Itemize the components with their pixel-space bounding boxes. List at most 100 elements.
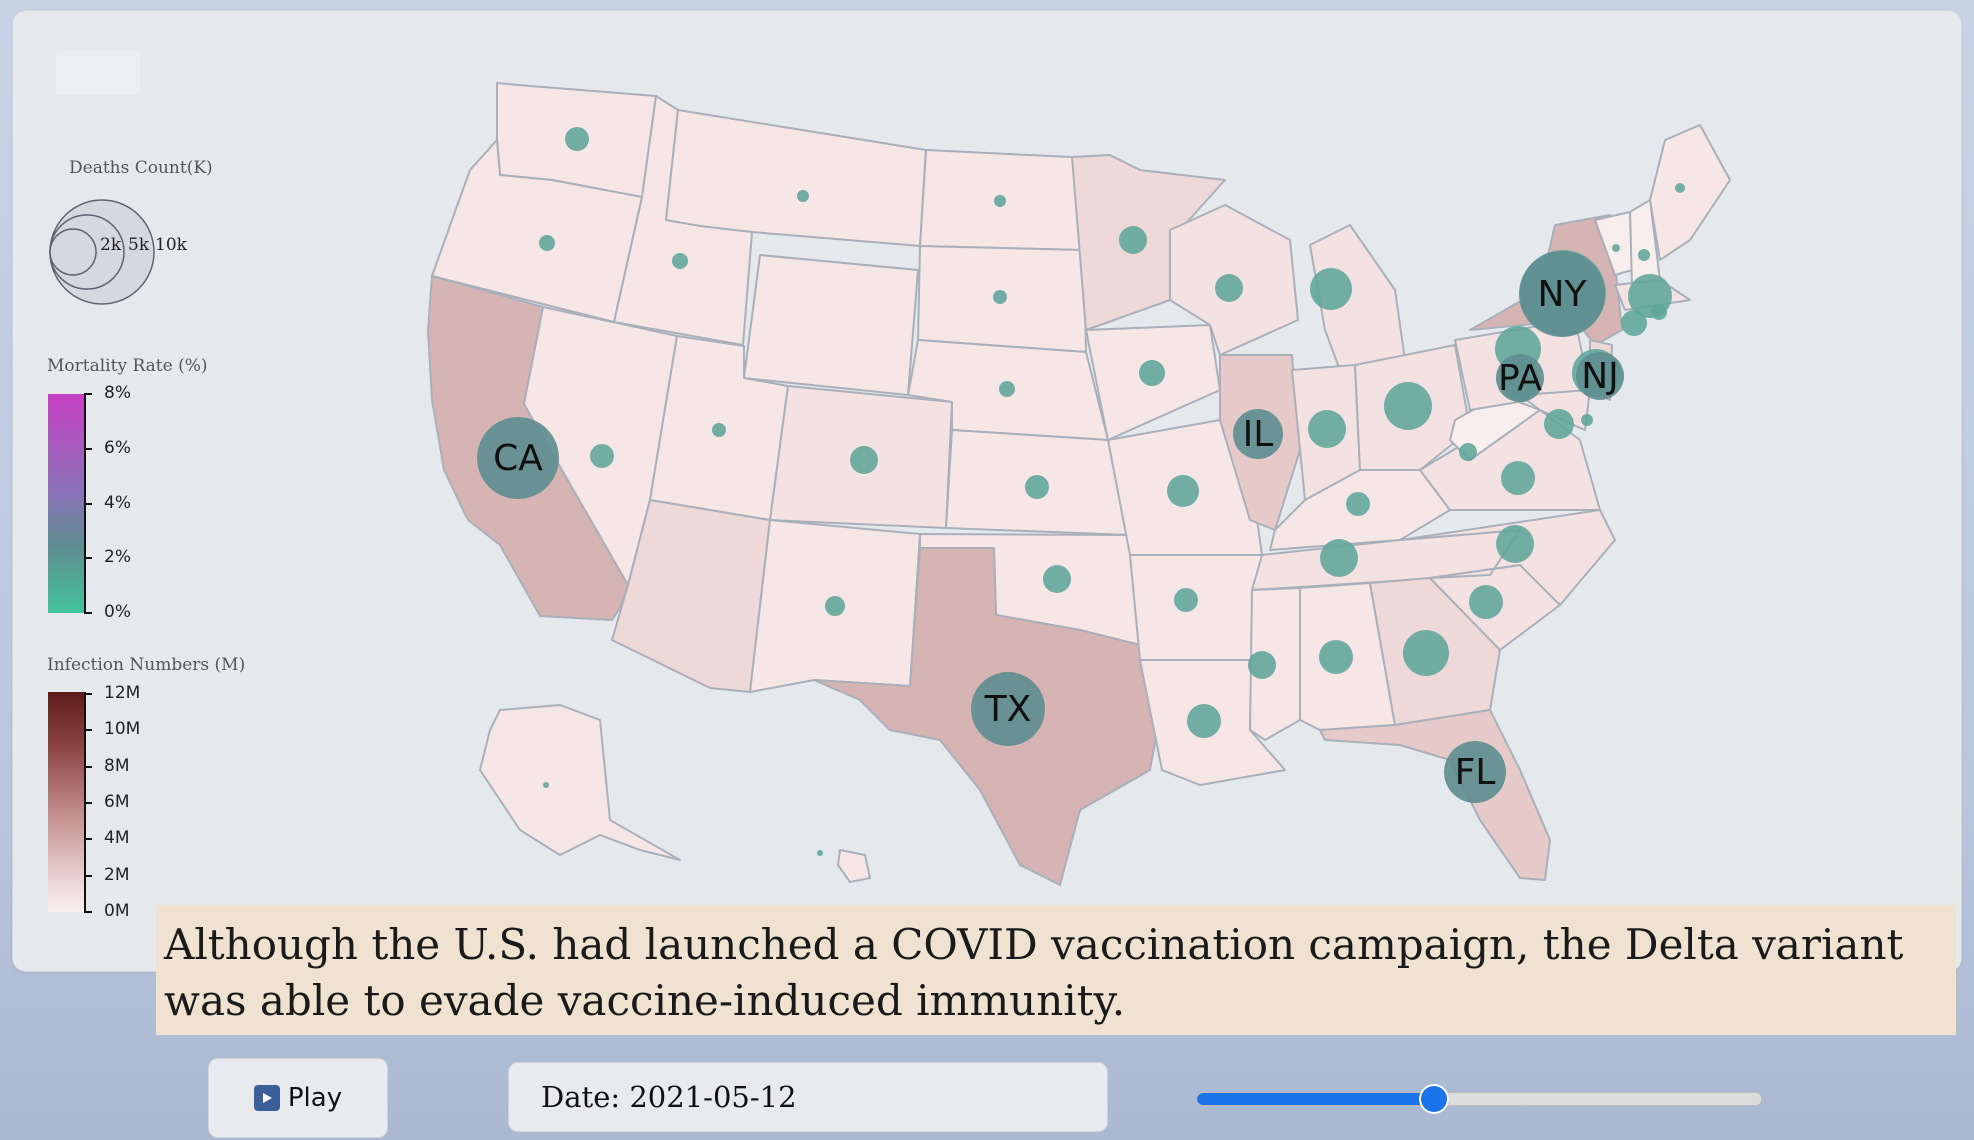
death-bubble[interactable] (1319, 640, 1353, 674)
state-bubble-fl[interactable] (1444, 741, 1506, 803)
infection-tick-mark (84, 911, 92, 913)
death-bubble[interactable] (850, 446, 878, 474)
infection-tick-mark (84, 874, 92, 877)
state-bubble-ny[interactable] (1519, 251, 1605, 337)
infection-tick-mark (84, 802, 92, 804)
infection-tick-label: 12M (104, 683, 141, 703)
death-bubble[interactable] (1308, 410, 1346, 448)
state-label-ny: NY (1538, 274, 1588, 315)
mortality-tick-mark (84, 393, 92, 395)
state-wyoming[interactable] (743, 254, 919, 396)
death-bubble[interactable] (825, 596, 845, 616)
infection-legend-title: Infection Numbers (M) (47, 655, 246, 675)
infection-tick-mark (84, 693, 92, 695)
state-label-nj: NJ (1581, 356, 1619, 397)
state-bubble-nj[interactable] (1576, 352, 1624, 400)
size-label-10k: 10k (155, 235, 187, 255)
deaths-size-legend (49, 199, 155, 305)
size-circle-2k (49, 228, 97, 276)
death-bubble[interactable] (1043, 565, 1071, 593)
death-bubble[interactable] (543, 782, 549, 788)
death-bubble[interactable] (993, 290, 1007, 304)
death-bubble[interactable] (1581, 414, 1593, 426)
date-slider[interactable] (1196, 1084, 1762, 1114)
death-bubble[interactable] (1346, 492, 1370, 516)
mortality-tick-mark (84, 612, 92, 614)
death-bubble[interactable] (1651, 304, 1667, 320)
death-bubble[interactable] (1675, 183, 1685, 193)
death-bubble[interactable] (1248, 651, 1276, 679)
death-bubble[interactable] (1496, 525, 1534, 563)
death-bubble[interactable] (1025, 475, 1049, 499)
death-bubble[interactable] (1469, 585, 1503, 619)
death-bubble[interactable] (539, 235, 555, 251)
death-bubble[interactable] (1310, 268, 1352, 310)
mortality-tick-label: 2% (104, 547, 131, 568)
death-bubble[interactable] (712, 423, 726, 437)
death-bubble[interactable] (1621, 310, 1647, 336)
mortality-tick-label: 6% (104, 437, 131, 458)
mortality-tick-mark (84, 447, 92, 450)
death-bubble[interactable] (994, 195, 1006, 207)
death-bubble[interactable] (1501, 461, 1535, 495)
death-bubble[interactable] (1119, 226, 1147, 254)
death-bubble[interactable] (1187, 704, 1221, 738)
infection-tick-label: 2M (104, 864, 130, 885)
mortality-tick-label: 4% (104, 492, 131, 513)
size-label-2k: 2k (100, 235, 122, 255)
state-bubble-pa[interactable] (1496, 354, 1544, 402)
death-bubble[interactable] (1174, 588, 1198, 612)
play-icon (253, 1085, 280, 1111)
state-montana[interactable] (665, 109, 927, 247)
infection-tick-label: 8M (104, 755, 130, 776)
state-label-fl: FL (1455, 752, 1496, 793)
play-button[interactable]: Play (208, 1058, 388, 1138)
death-bubble[interactable] (1403, 630, 1449, 676)
slider-thumb[interactable] (1418, 1084, 1449, 1114)
death-bubble[interactable] (1638, 249, 1650, 261)
death-bubble[interactable] (1612, 244, 1620, 252)
state-labels: CA TX NY PA NJ IL FL (477, 251, 1624, 803)
mortality-tick-label: 0% (104, 602, 131, 622)
death-bubble[interactable] (1167, 475, 1199, 507)
state-arkansas[interactable] (1129, 554, 1263, 661)
infection-tick-label: 0M (104, 901, 130, 921)
state-maine[interactable] (1649, 124, 1731, 261)
play-label: Play (287, 1083, 343, 1113)
death-bubble[interactable] (672, 253, 688, 269)
state-bubble-tx[interactable] (971, 672, 1045, 746)
state-hawaii[interactable] (837, 849, 871, 883)
death-bubble[interactable] (1139, 360, 1165, 386)
death-bubble[interactable] (999, 381, 1015, 397)
infection-tick-mark (84, 838, 92, 841)
state-minnesota[interactable] (1071, 154, 1226, 331)
state-label-pa: PA (1498, 358, 1542, 399)
story-caption: Although the U.S. had launched a COVID v… (156, 905, 1956, 1035)
state-label-ca: CA (493, 438, 543, 479)
date-display: Date: 2021-05-12 (508, 1062, 1108, 1132)
state-label-tx: TX (984, 689, 1032, 730)
death-bubble[interactable] (1215, 274, 1243, 302)
state-bubble-ca[interactable] (477, 417, 559, 499)
slider-fill (1197, 1093, 1434, 1105)
death-bubble[interactable] (797, 190, 809, 202)
infection-color-bar (48, 692, 84, 912)
state-florida[interactable] (1319, 709, 1551, 881)
mortality-tick-label: 8% (104, 383, 131, 403)
death-bubble[interactable] (590, 444, 614, 468)
state-bubble-il[interactable] (1233, 409, 1283, 459)
death-bubble[interactable] (1320, 539, 1358, 577)
death-bubble[interactable] (1544, 409, 1574, 439)
infection-tick-label: 10M (104, 719, 141, 740)
size-label-5k: 5k (128, 235, 150, 255)
death-bubble[interactable] (817, 850, 823, 856)
death-bubble[interactable] (1459, 443, 1477, 461)
mortality-tick-mark (84, 557, 92, 560)
logo-placeholder (56, 51, 140, 95)
state-alaska[interactable] (479, 704, 681, 861)
death-bubble[interactable] (565, 127, 589, 151)
infection-tick-label: 6M (104, 792, 130, 812)
date-text: Date: 2021-05-12 (541, 1080, 797, 1114)
mortality-tick-mark (84, 502, 92, 505)
death-bubble[interactable] (1384, 382, 1432, 430)
